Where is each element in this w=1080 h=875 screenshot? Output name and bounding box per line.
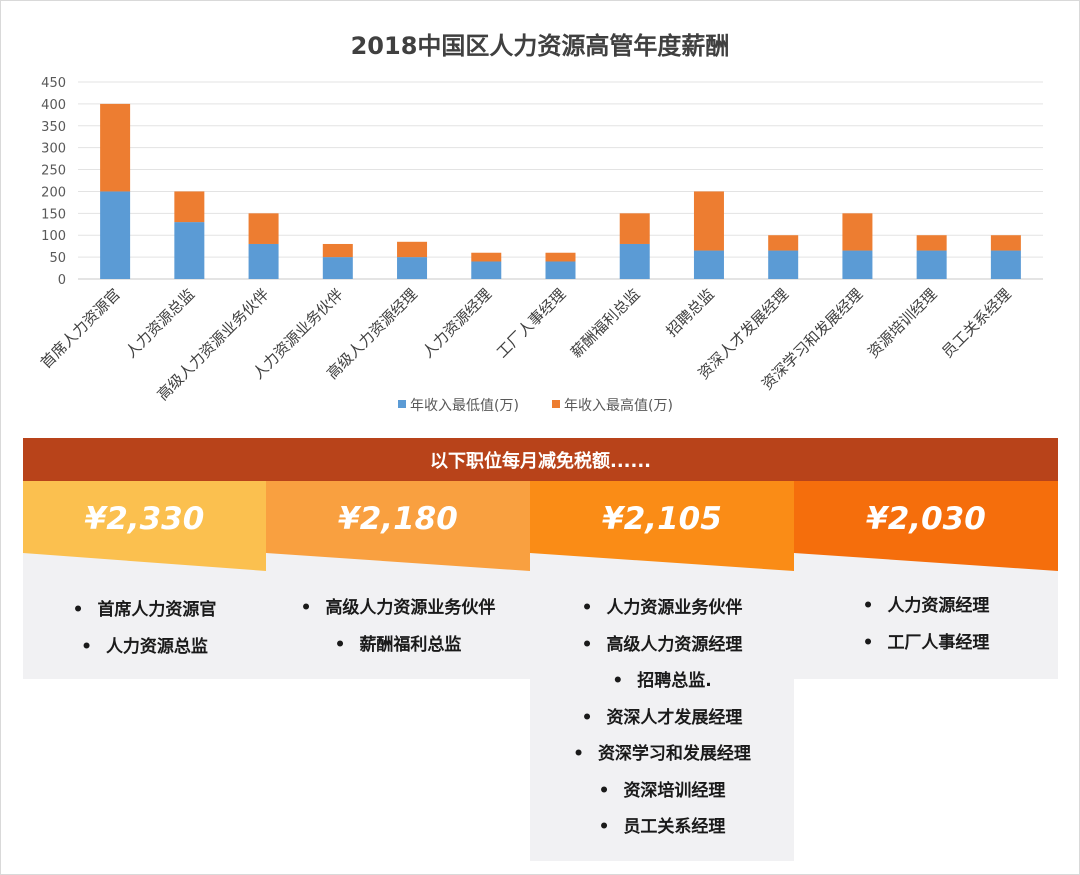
bar-segment-max [397,242,427,257]
bar-segment-min [991,251,1021,279]
chart-title: 2018中国区人力资源高管年度薪酬 [351,32,730,60]
bar-segment-min [397,257,427,279]
tier-2-position-list: • 高级人力资源业务伙伴 • 薪酬福利总监 [266,590,530,663]
bar-segment-min [100,191,130,279]
list-item: • 人力资源总监 [23,629,266,666]
x-tick-label: 员工关系经理 [938,285,1014,361]
y-tick-label: 50 [49,251,66,266]
list-item: • 人力资源经理 [794,588,1058,625]
x-tick-label: 首席人力资源官 [37,285,124,372]
bar-segment-min [620,244,650,279]
list-item: • 薪酬福利总监 [266,627,530,664]
y-axis-ticks: 0 50 100 150 200 250 300 350 400 450 [41,76,66,288]
y-tick-label: 350 [41,120,66,135]
list-item: • 工厂人事经理 [794,625,1058,662]
bar-segment-min [546,261,576,279]
list-item: • 高级人力资源业务伙伴 [266,590,530,627]
tier-3-amount: ¥2,105 [602,501,722,537]
bar-segment-min [323,257,353,279]
stacked-bar-chart: 2018中国区人力资源高管年度薪酬 0 50 100 150 200 250 300 350 4… [0,0,1080,430]
legend: 年收入最低值(万) 年收入最高值(万) [398,397,673,414]
legend-swatch [398,400,406,408]
bar-segment-max [249,213,279,244]
list-item: • 资深人才发展经理 [530,700,794,737]
bar-segment-max [546,253,576,262]
list-item: • 高级人力资源经理 [530,627,794,664]
bar-segment-max [100,104,130,192]
bar-segment-max [991,235,1021,250]
grid-lines [78,82,1043,279]
banner-text: 以下职位每月减免税额...... [430,447,651,473]
tax-banner: 以下职位每月减免税额...... [23,438,1058,481]
list-item: • 资深学习和发展经理 [530,736,794,773]
bar-segment-min [249,244,279,279]
bar-segment-max [768,235,798,250]
list-item: • 首席人力资源官 [23,592,266,629]
x-tick-label: 工厂人事经理 [493,285,569,361]
bar-segment-min [917,251,947,279]
y-tick-label: 150 [41,207,66,222]
bar-segment-max [323,244,353,257]
y-tick-label: 300 [41,142,66,157]
tier-3-position-list: • 人力资源业务伙伴 • 高级人力资源经理 • 招聘总监. • 资深人才发展经理 • 资深… [530,590,794,846]
y-tick-label: 200 [41,185,66,200]
tier-4-position-list: • 人力资源经理 • 工厂人事经理 [794,588,1058,661]
legend-label: 年收入最高值(万) [564,397,673,414]
y-tick-label: 0 [58,273,66,288]
bar-segment-max [174,191,204,222]
x-tick-label: 人力资源经理 [419,285,495,361]
list-item: • 招聘总监. [530,663,794,700]
y-tick-label: 400 [41,98,66,113]
tier-2-amount: ¥2,180 [338,501,458,537]
x-tick-label: 招聘总监 [663,285,718,340]
bar-segment-max [842,213,872,250]
x-tick-label: 资源培训经理 [864,285,940,361]
tier-1-position-list: • 首席人力资源官 • 人力资源总监 [23,592,266,665]
bar-segment-max [917,235,947,250]
bar-segment-min [694,251,724,279]
x-axis-labels: 首席人力资源官人力资源总监高级人力资源业务伙伴人力资源业务伙伴高级人力资源经理人… [37,285,1015,404]
y-tick-label: 100 [41,229,66,244]
y-tick-label: 250 [41,164,66,179]
y-tick-label: 450 [41,76,66,91]
bar-segment-min [842,251,872,279]
bar-segment-min [174,222,204,279]
legend-label: 年收入最低值(万) [410,398,519,414]
bar-segment-min [768,251,798,279]
bar-segment-min [471,261,501,279]
bar-segment-max [694,191,724,250]
tier-4-amount: ¥2,030 [866,501,986,537]
tier-1-amount: ¥2,330 [85,501,205,537]
x-tick-label: 薪酬福利总监 [567,285,643,361]
list-item: • 资深培训经理 [530,773,794,810]
list-item: • 人力资源业务伙伴 [530,590,794,627]
list-item: • 员工关系经理 [530,809,794,846]
bar-segment-max [620,213,650,244]
bar-segment-max [471,253,501,262]
x-tick-label: 人力资源总监 [122,285,198,361]
legend-swatch [552,400,560,408]
